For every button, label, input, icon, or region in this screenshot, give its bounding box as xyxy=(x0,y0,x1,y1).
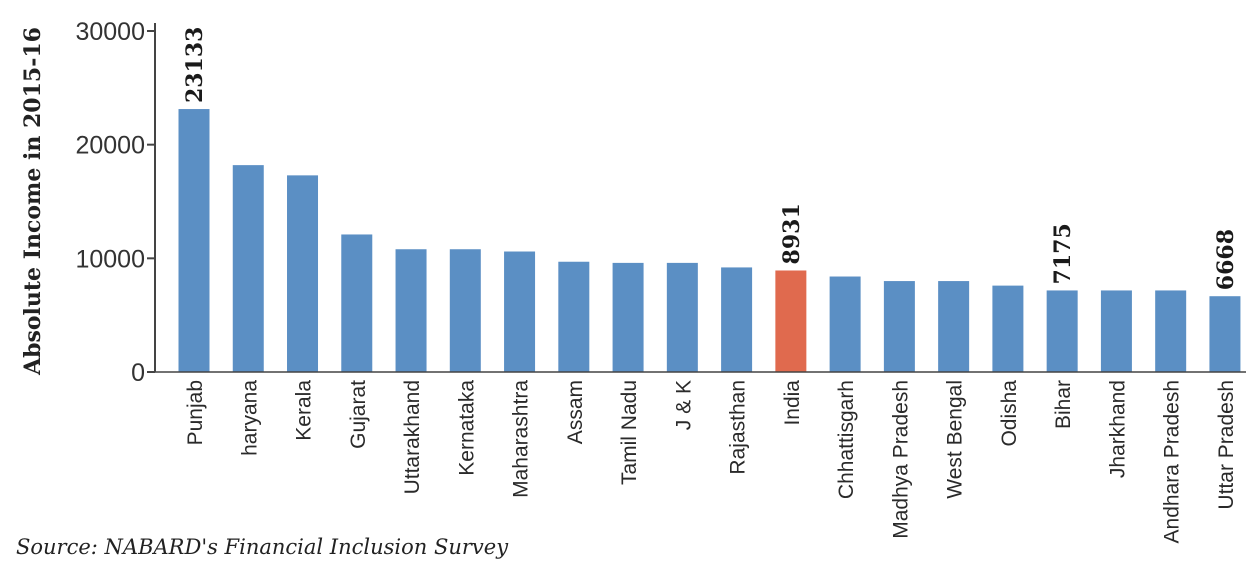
x-tick-label: Kernataka xyxy=(455,380,478,476)
y-tick-label: 20000 xyxy=(75,132,145,160)
x-tick-label: Tamil Nadu xyxy=(618,380,641,485)
x-tick-label: Uttar Pradesh xyxy=(1215,380,1238,510)
bar-kernataka xyxy=(449,249,481,372)
x-tick-label: Jharkhand xyxy=(1106,380,1129,478)
y-tick-label: 10000 xyxy=(75,245,145,273)
x-tick-label: J & K xyxy=(672,380,695,430)
x-tick-label: West Bengal xyxy=(944,380,967,499)
x-tick-label: Maharashtra xyxy=(510,380,533,498)
x-tick-label: Odisha xyxy=(998,380,1021,447)
bar-chhattisgarh xyxy=(829,276,861,372)
bar-odisha xyxy=(992,285,1024,372)
bar-bihar xyxy=(1046,290,1078,372)
x-tick-label: Madhya Pradesh xyxy=(889,380,912,539)
bar-rajasthan xyxy=(721,267,753,372)
x-tick-label: Uttarakhand xyxy=(401,380,424,494)
bar-punjab xyxy=(178,109,210,372)
x-tick-label: Andhara Pradesh xyxy=(1161,380,1184,543)
bar-assam xyxy=(558,261,590,372)
source-note: Source: NABARD's Financial Inclusion Sur… xyxy=(16,535,509,559)
bar-madhya-pradesh xyxy=(883,281,915,372)
data-label: 7175 xyxy=(1050,223,1076,284)
bar-uttar-pradesh xyxy=(1209,296,1241,372)
bar-tamil-nadu xyxy=(612,262,644,372)
bar-maharashtra xyxy=(504,251,536,372)
bar-west-bengal xyxy=(938,281,970,372)
y-tick-label: 0 xyxy=(131,359,145,387)
bar-kerala xyxy=(287,175,319,372)
x-tick-label: India xyxy=(781,380,804,426)
bar-andhara-pradesh xyxy=(1155,290,1187,372)
bar-uttarakhand xyxy=(395,249,427,372)
y-axis-label: Absolute Income in 2015-16 xyxy=(20,27,46,376)
y-tick-label: 30000 xyxy=(75,18,145,46)
data-label: 23133 xyxy=(182,27,208,104)
x-tick-label: Kerala xyxy=(293,380,316,441)
data-label: 8931 xyxy=(779,203,805,264)
bar-india xyxy=(775,270,807,372)
x-tick-label: Gujarat xyxy=(347,380,370,449)
bar-jharkhand xyxy=(1100,290,1132,372)
bar-gujarat xyxy=(341,234,373,372)
bar-j-k xyxy=(666,262,698,372)
x-tick-label: Chhattisgarh xyxy=(835,380,858,499)
x-tick-label: Bihar xyxy=(1052,380,1075,429)
x-tick-label: Punjab xyxy=(184,380,207,445)
data-label: 6668 xyxy=(1213,229,1239,290)
x-tick-label: haryana xyxy=(238,380,261,456)
bar-haryana xyxy=(232,165,264,372)
x-tick-label: Rajasthan xyxy=(727,380,750,475)
x-tick-label: Assam xyxy=(564,380,587,444)
